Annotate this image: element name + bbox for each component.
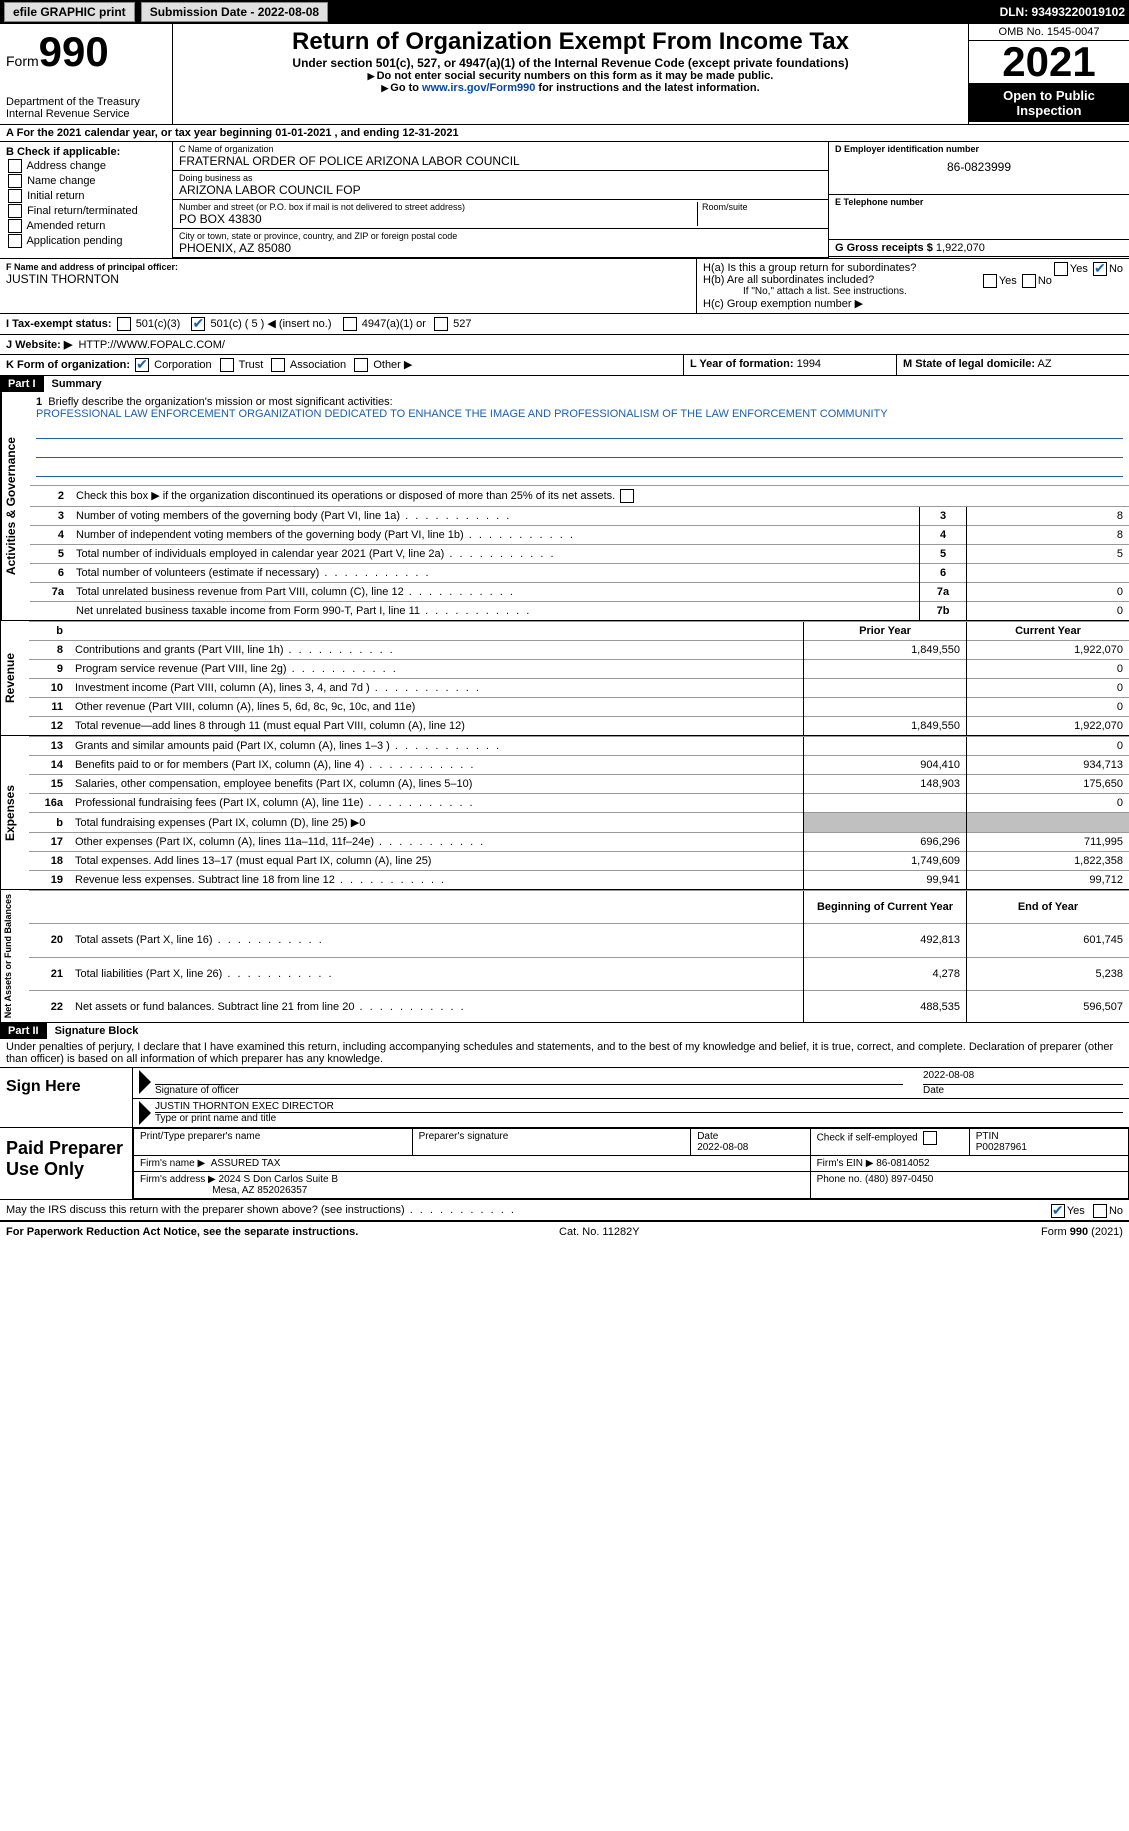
chk-name-change[interactable]: Name change	[6, 174, 166, 188]
form-title: Return of Organization Exempt From Incom…	[179, 28, 962, 56]
line-i-tax-exempt: I Tax-exempt status: 501(c)(3) 501(c) ( …	[0, 313, 1129, 334]
dept-treasury: Department of the Treasury	[6, 96, 166, 108]
sign-here-block: Sign Here Signature of officer 2022-08-0…	[0, 1068, 1129, 1128]
chk-application-pending[interactable]: Application pending	[6, 234, 166, 248]
section-activities-governance: Activities & Governance 1 Briefly descri…	[0, 392, 1129, 621]
chk-final-return[interactable]: Final return/terminated	[6, 204, 166, 218]
cell-gross-receipts: G Gross receipts $ 1,922,070	[829, 240, 1129, 257]
line-f-h: F Name and address of principal officer:…	[0, 258, 1129, 313]
open-to-public: Open to Public Inspection	[969, 84, 1129, 122]
irs-label: Internal Revenue Service	[6, 108, 166, 120]
instruction-2: Go to www.irs.gov/Form990 for instructio…	[179, 82, 962, 94]
submission-date: Submission Date - 2022-08-08	[141, 2, 328, 22]
vtab-net-assets: Net Assets or Fund Balances	[0, 890, 29, 1022]
line-a-calendar-year: A For the 2021 calendar year, or tax yea…	[0, 125, 1129, 142]
form-subtitle: Under section 501(c), 527, or 4947(a)(1)…	[179, 56, 962, 70]
paid-preparer-block: Paid Preparer Use Only Print/Type prepar…	[0, 1128, 1129, 1200]
section-revenue: Revenue bPrior YearCurrent Year 8Contrib…	[0, 621, 1129, 736]
chk-address-change[interactable]: Address change	[6, 159, 166, 173]
row-7b: Net unrelated business taxable income fr…	[30, 602, 1129, 621]
vtab-revenue: Revenue	[0, 621, 29, 735]
cell-city: City or town, state or province, country…	[173, 229, 828, 258]
cell-dba: Doing business as ARIZONA LABOR COUNCIL …	[173, 171, 828, 200]
cell-org-name: C Name of organization FRATERNAL ORDER O…	[173, 142, 828, 171]
row-6: 6Total number of volunteers (estimate if…	[30, 564, 1129, 583]
row-5: 5Total number of individuals employed in…	[30, 545, 1129, 564]
declaration-text: Under penalties of perjury, I declare th…	[0, 1039, 1129, 1068]
cell-phone: E Telephone number	[829, 195, 1129, 240]
instruction-1: Do not enter social security numbers on …	[179, 70, 962, 82]
vtab-activities: Activities & Governance	[0, 392, 30, 620]
row-7a: 7aTotal unrelated business revenue from …	[30, 583, 1129, 602]
line-klm: K Form of organization: Corporation Trus…	[0, 354, 1129, 376]
page-footer: For Paperwork Reduction Act Notice, see …	[0, 1221, 1129, 1242]
tax-year: 2021	[969, 41, 1129, 84]
line-j-website: J Website: ▶ HTTP://WWW.FOPALC.COM/	[0, 334, 1129, 354]
dln: DLN: 93493220019102	[1000, 5, 1125, 19]
section-net-assets: Net Assets or Fund Balances Beginning of…	[0, 890, 1129, 1023]
chk-amended-return[interactable]: Amended return	[6, 219, 166, 233]
part-1-header: Part ISummary	[0, 376, 1129, 392]
efile-print-button[interactable]: efile GRAPHIC print	[4, 2, 135, 22]
part-2-header: Part IISignature Block	[0, 1023, 1129, 1039]
form-number: Form990	[6, 28, 166, 76]
arrow-icon	[139, 1070, 151, 1094]
cell-street: Number and street (or P.O. box if mail i…	[173, 200, 828, 229]
chk-initial-return[interactable]: Initial return	[6, 189, 166, 203]
discuss-question: May the IRS discuss this return with the…	[0, 1200, 1129, 1221]
row-4: 4Number of independent voting members of…	[30, 526, 1129, 545]
top-bar: efile GRAPHIC print Submission Date - 20…	[0, 0, 1129, 24]
arrow-icon	[139, 1101, 151, 1125]
block-entity-info: B Check if applicable: Address change Na…	[0, 142, 1129, 258]
vtab-expenses: Expenses	[0, 736, 29, 889]
row-3: 3Number of voting members of the governi…	[30, 507, 1129, 526]
irs-link[interactable]: www.irs.gov/Form990	[422, 82, 535, 94]
col-b-checkboxes: B Check if applicable: Address change Na…	[0, 142, 173, 258]
cell-ein: D Employer identification number 86-0823…	[829, 142, 1129, 195]
mission-text: PROFESSIONAL LAW ENFORCEMENT ORGANIZATIO…	[36, 408, 888, 420]
form-header: Form990 Department of the Treasury Inter…	[0, 24, 1129, 125]
section-expenses: Expenses 13Grants and similar amounts pa…	[0, 736, 1129, 890]
